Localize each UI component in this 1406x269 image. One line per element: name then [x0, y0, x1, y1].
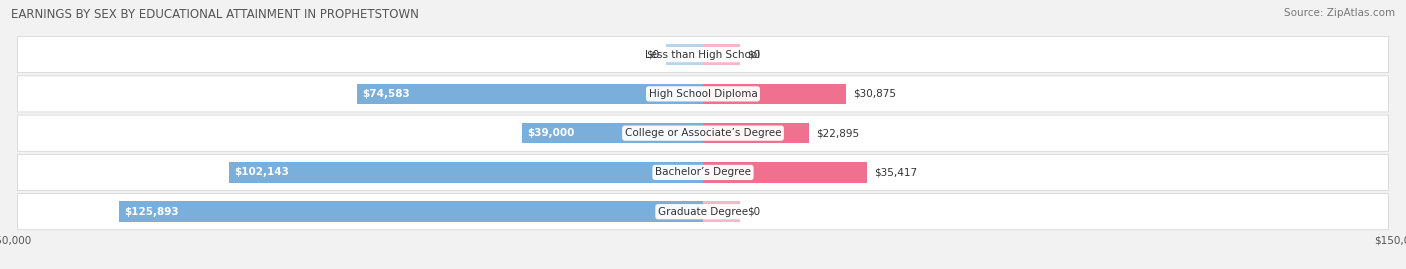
Text: EARNINGS BY SEX BY EDUCATIONAL ATTAINMENT IN PROPHETSTOWN: EARNINGS BY SEX BY EDUCATIONAL ATTAINMEN…	[11, 8, 419, 21]
Text: Graduate Degree: Graduate Degree	[658, 207, 748, 217]
Text: College or Associate’s Degree: College or Associate’s Degree	[624, 128, 782, 138]
FancyBboxPatch shape	[17, 154, 1389, 190]
Text: $22,895: $22,895	[817, 128, 859, 138]
Bar	[229, 162, 703, 183]
Bar	[703, 201, 740, 222]
Text: $0: $0	[645, 49, 659, 60]
FancyBboxPatch shape	[17, 76, 1389, 112]
Bar	[666, 44, 703, 65]
Text: $39,000: $39,000	[527, 128, 575, 138]
Text: Less than High School: Less than High School	[645, 49, 761, 60]
Text: $30,875: $30,875	[853, 89, 896, 99]
Text: $102,143: $102,143	[235, 167, 290, 178]
Text: Bachelor’s Degree: Bachelor’s Degree	[655, 167, 751, 178]
Text: $35,417: $35,417	[875, 167, 917, 178]
Text: $0: $0	[747, 49, 761, 60]
Bar	[120, 201, 703, 222]
Bar	[522, 123, 703, 143]
Bar	[703, 162, 868, 183]
Text: $0: $0	[747, 207, 761, 217]
Bar	[703, 84, 846, 104]
FancyBboxPatch shape	[17, 37, 1389, 73]
Text: High School Diploma: High School Diploma	[648, 89, 758, 99]
Bar	[703, 123, 810, 143]
FancyBboxPatch shape	[17, 115, 1389, 151]
Text: $125,893: $125,893	[125, 207, 179, 217]
Text: Source: ZipAtlas.com: Source: ZipAtlas.com	[1284, 8, 1395, 18]
FancyBboxPatch shape	[17, 194, 1389, 230]
Bar	[703, 44, 740, 65]
Text: $74,583: $74,583	[363, 89, 411, 99]
Bar	[357, 84, 703, 104]
